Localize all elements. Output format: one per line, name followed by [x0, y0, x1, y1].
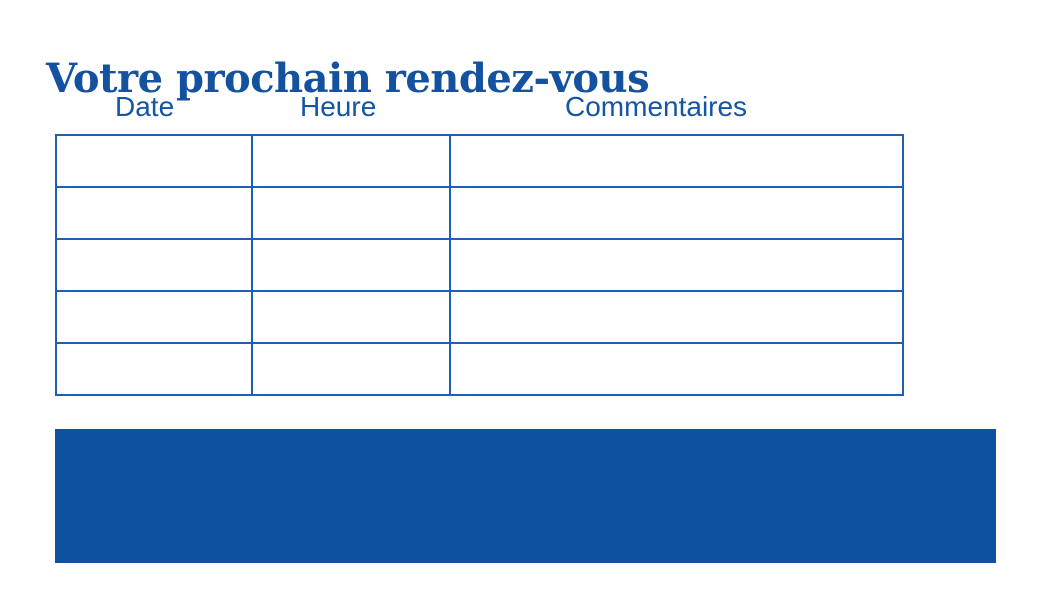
table-cell-date[interactable]	[55, 238, 253, 292]
footer-blue-block	[55, 429, 996, 563]
column-header-date: Date	[115, 91, 175, 122]
table-cell-commentaires[interactable]	[449, 134, 904, 188]
column-header-heure: Heure	[300, 91, 377, 122]
table-cell-heure[interactable]	[251, 290, 451, 344]
table-cell-commentaires[interactable]	[449, 342, 904, 396]
table-cell-date[interactable]	[55, 186, 253, 240]
column-header-row: Date Heure Commentaires	[55, 90, 896, 128]
table-cell-commentaires[interactable]	[449, 238, 904, 292]
table-row[interactable]	[55, 290, 904, 344]
table-cell-heure[interactable]	[251, 342, 451, 396]
page-title: Votre prochain rendez-vous	[46, 54, 650, 102]
table-row[interactable]	[55, 134, 904, 188]
table-cell-date[interactable]	[55, 342, 253, 396]
table-row[interactable]	[55, 342, 904, 396]
column-header-commentaires: Commentaires	[565, 91, 748, 122]
appointment-table	[55, 134, 904, 396]
table-cell-heure[interactable]	[251, 238, 451, 292]
table-cell-commentaires[interactable]	[449, 290, 904, 344]
table-cell-heure[interactable]	[251, 134, 451, 188]
table-row[interactable]	[55, 238, 904, 292]
table-cell-date[interactable]	[55, 290, 253, 344]
table-row[interactable]	[55, 186, 904, 240]
appointment-table-body	[55, 134, 904, 396]
table-cell-commentaires[interactable]	[449, 186, 904, 240]
table-cell-heure[interactable]	[251, 186, 451, 240]
table-cell-date[interactable]	[55, 134, 253, 188]
